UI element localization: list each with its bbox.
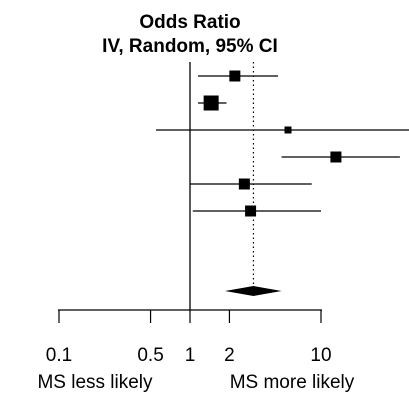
study-point xyxy=(203,95,219,111)
x-tick-label: 1 xyxy=(185,345,196,366)
x-tick-label: 0.1 xyxy=(46,345,72,366)
x-tick-label: 10 xyxy=(310,345,331,366)
plot-body xyxy=(155,62,409,310)
study-point xyxy=(245,205,257,217)
x-axis: 0.1 0.5 1 2 10 xyxy=(46,309,332,366)
x-label-right: MS more likely xyxy=(230,372,355,393)
study-point xyxy=(284,126,292,134)
x-tick-label: 2 xyxy=(224,345,235,366)
x-label-left: MS less likely xyxy=(37,372,153,393)
study-point xyxy=(330,151,342,163)
study-point xyxy=(238,178,250,190)
study-point xyxy=(229,70,241,82)
pooled-diamond xyxy=(224,286,282,296)
chart-title: Odds Ratio xyxy=(139,12,240,33)
chart-subtitle: IV, Random, 95% CI xyxy=(102,36,278,57)
x-tick-label: 0.5 xyxy=(137,345,163,366)
